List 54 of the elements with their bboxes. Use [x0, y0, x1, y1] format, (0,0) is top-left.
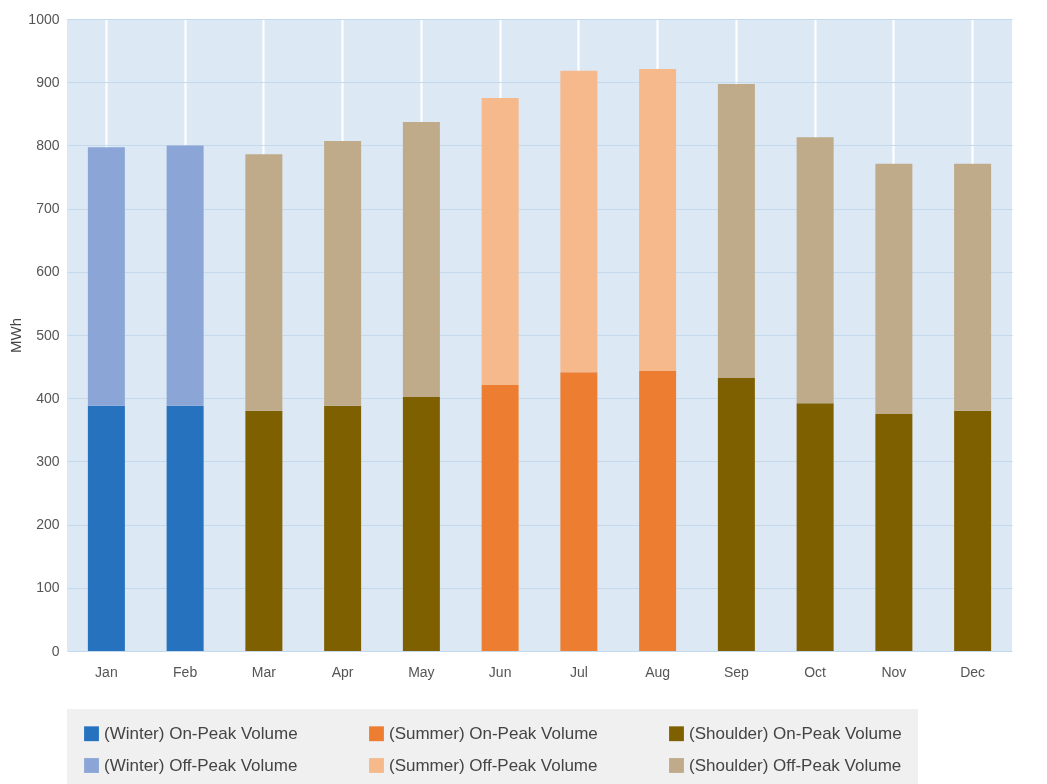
bar — [87, 147, 125, 406]
bar — [875, 414, 913, 651]
bar — [481, 384, 519, 651]
bar — [481, 98, 519, 385]
legend-label: (Summer) Off-Peak Volume — [389, 755, 598, 775]
y-tick-label: 200 — [36, 516, 60, 533]
bar — [639, 68, 677, 372]
y-tick-label: 300 — [36, 452, 60, 469]
x-tick-label: Jul — [569, 663, 588, 680]
bar — [87, 405, 125, 651]
x-tick-label: Jun — [488, 663, 512, 680]
y-tick-label: 900 — [36, 73, 60, 90]
bar — [639, 371, 677, 651]
bar — [560, 372, 598, 651]
bar — [402, 396, 440, 651]
y-tick-label: 400 — [36, 389, 60, 406]
bar — [954, 163, 992, 411]
y-tick-label: 500 — [36, 326, 60, 343]
bar — [324, 140, 362, 406]
x-tick-label: May — [408, 663, 435, 680]
y-axis-title: MWh — [7, 318, 25, 353]
bar — [796, 137, 834, 404]
legend-label: (Winter) On-Peak Volume — [104, 723, 298, 743]
bar — [717, 377, 755, 651]
bar — [166, 405, 204, 651]
bar — [875, 163, 913, 414]
x-tick-label: Aug — [645, 663, 671, 680]
y-tick-label: 0 — [51, 642, 60, 659]
x-tick-label: Oct — [804, 663, 827, 680]
x-tick-label: Jan — [95, 663, 118, 680]
legend-label: (Shoulder) On-Peak Volume — [689, 723, 902, 743]
bar — [954, 410, 992, 651]
bar — [402, 122, 440, 397]
y-tick-label: 1000 — [28, 10, 60, 27]
bar — [245, 410, 283, 651]
x-tick-label: Apr — [331, 663, 354, 680]
x-tick-label: Feb — [173, 663, 198, 680]
x-tick-label: Dec — [960, 663, 986, 680]
bar — [560, 70, 598, 373]
legend-label: (Summer) On-Peak Volume — [389, 723, 598, 743]
x-tick-label: Nov — [881, 663, 907, 680]
y-tick-label: 800 — [36, 136, 60, 153]
bar — [717, 84, 755, 378]
y-tick-label: 600 — [36, 263, 60, 280]
legend-label: (Shoulder) Off-Peak Volume — [689, 755, 902, 775]
x-tick-label: Mar — [251, 663, 277, 680]
y-tick-label: 100 — [36, 579, 60, 596]
x-tick-label: Sep — [723, 663, 750, 680]
bar — [245, 154, 283, 411]
y-tick-label: 700 — [36, 200, 60, 217]
bar — [796, 403, 834, 651]
bar — [324, 405, 362, 651]
bar — [166, 145, 204, 406]
legend-label: (Winter) Off-Peak Volume — [104, 755, 298, 775]
